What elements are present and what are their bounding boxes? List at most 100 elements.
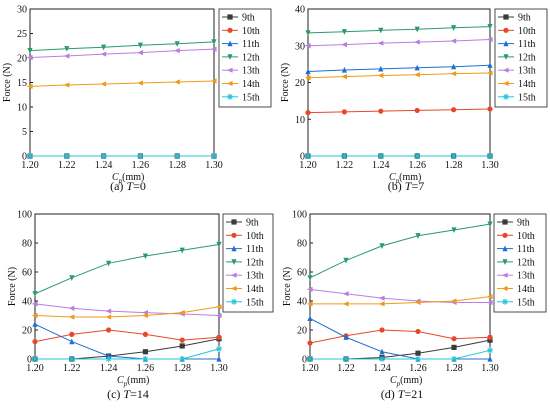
legend-marker — [231, 259, 237, 265]
y-tick-label: 20 — [295, 78, 305, 89]
y-tick-label: 0 — [302, 355, 307, 366]
data-point — [64, 46, 70, 52]
legend-label: 10th — [242, 26, 260, 37]
data-point — [68, 314, 75, 320]
y-tick-label: 80 — [297, 239, 307, 250]
legend-label: 10th — [518, 26, 536, 37]
data-point — [63, 153, 70, 159]
data-point — [451, 336, 457, 342]
legend-item: 14th — [226, 284, 264, 295]
legend-marker — [502, 259, 508, 265]
data-point — [341, 42, 347, 48]
x-tick-label: 1.20 — [26, 363, 44, 374]
series-12th — [305, 24, 493, 36]
x-axis-label-symbol: C — [390, 375, 397, 386]
x-axis-label-subscript: p — [118, 177, 123, 185]
chart-panel-3: 0 20 40 60 80 100 1.20 1.22 1.24 1.26 1.28 1.30 Forc… — [7, 210, 274, 401]
legend-item: 13th — [222, 66, 260, 77]
data-point — [137, 153, 144, 159]
chart-panel-4: 0 20 40 60 80 100 1.20 1.22 1.24 1.26 1.28 1.30 Forc… — [282, 210, 547, 401]
data-point — [179, 247, 185, 254]
y-tick-label: 25 — [17, 29, 27, 40]
data-point — [174, 153, 181, 159]
data-point — [32, 291, 38, 297]
legend-item: 10th — [226, 231, 264, 242]
legend-item: 11th — [497, 244, 534, 255]
y-axis-label: Force (N) — [280, 63, 291, 102]
series-14th — [304, 70, 493, 81]
data-point — [216, 241, 222, 248]
data-point — [304, 75, 311, 81]
x-axis-label-symbol: C — [389, 172, 396, 183]
data-point — [451, 107, 457, 113]
data-point — [32, 321, 38, 327]
series-line — [34, 323, 219, 360]
data-point — [377, 72, 384, 79]
legend-label: 11th — [517, 244, 534, 255]
series-line — [34, 243, 220, 295]
legend-marker — [501, 285, 508, 292]
legend-label: 11th — [518, 39, 535, 50]
series-15th — [305, 153, 493, 159]
data-point — [341, 153, 348, 159]
y-tick-label: 80 — [22, 239, 32, 250]
series-15th — [32, 345, 222, 362]
series-15th — [27, 153, 217, 159]
legend-marker — [501, 272, 508, 278]
x-tick-label: 1.26 — [132, 160, 150, 171]
legend-item: 13th — [226, 271, 264, 282]
legend-box — [218, 8, 272, 108]
panel-caption: (a) T=0 — [110, 179, 146, 193]
y-tick-label: 20 — [17, 54, 27, 65]
legend-item: 13th — [497, 271, 535, 282]
chart-panel-2: 0 10 20 30 40 1.20 1.22 1.24 1.26 1.28 1.30 Force (… — [280, 5, 548, 193]
y-tick-label: 30 — [17, 5, 27, 16]
legend-label: 12th — [246, 257, 264, 268]
caption-prefix: (a) — [110, 179, 126, 193]
caption-variable: T — [398, 387, 406, 401]
legend-label: 15th — [246, 297, 264, 308]
data-point — [179, 337, 185, 343]
legend-label: 15th — [242, 92, 260, 103]
legend-label: 11th — [242, 39, 259, 50]
data-point — [451, 227, 457, 234]
caption-value: =21 — [404, 387, 423, 401]
legend-label: 9th — [518, 13, 531, 24]
series-14th — [31, 304, 222, 320]
legend-item: 12th — [497, 257, 535, 268]
legend-marker — [230, 272, 237, 278]
x-tick-label: 1.26 — [408, 160, 426, 171]
data-point — [307, 356, 313, 362]
x-tick-label: 1.24 — [95, 160, 113, 171]
data-point — [378, 301, 385, 307]
legend-label: 13th — [518, 66, 536, 77]
legend-label: 14th — [518, 79, 536, 90]
legend-label: 10th — [517, 231, 535, 242]
series-13th — [31, 301, 222, 319]
series-12th — [32, 241, 222, 297]
x-axis-label: Cp(mm) — [389, 172, 421, 185]
legend-item: 9th — [498, 13, 531, 24]
x-tick-label: 1.20 — [21, 160, 39, 171]
data-point — [487, 347, 493, 354]
x-tick-label: 1.26 — [409, 363, 427, 374]
x-tick-label: 1.30 — [481, 363, 499, 374]
data-point — [342, 291, 349, 297]
legend-box — [493, 213, 547, 313]
series-line — [307, 72, 491, 79]
series-13th — [304, 36, 493, 49]
series-line — [307, 26, 491, 34]
data-point — [142, 312, 148, 319]
legend-label: 15th — [517, 297, 535, 308]
data-point — [105, 308, 112, 314]
data-point — [63, 53, 70, 59]
legend-label: 15th — [518, 92, 536, 103]
data-point — [487, 221, 493, 228]
data-point — [69, 331, 75, 337]
data-point — [307, 275, 313, 281]
caption-variable: T — [405, 179, 413, 193]
y-tick-label: 100 — [292, 210, 307, 221]
series-9th — [307, 337, 493, 362]
data-point — [31, 301, 38, 307]
data-point — [414, 64, 420, 71]
